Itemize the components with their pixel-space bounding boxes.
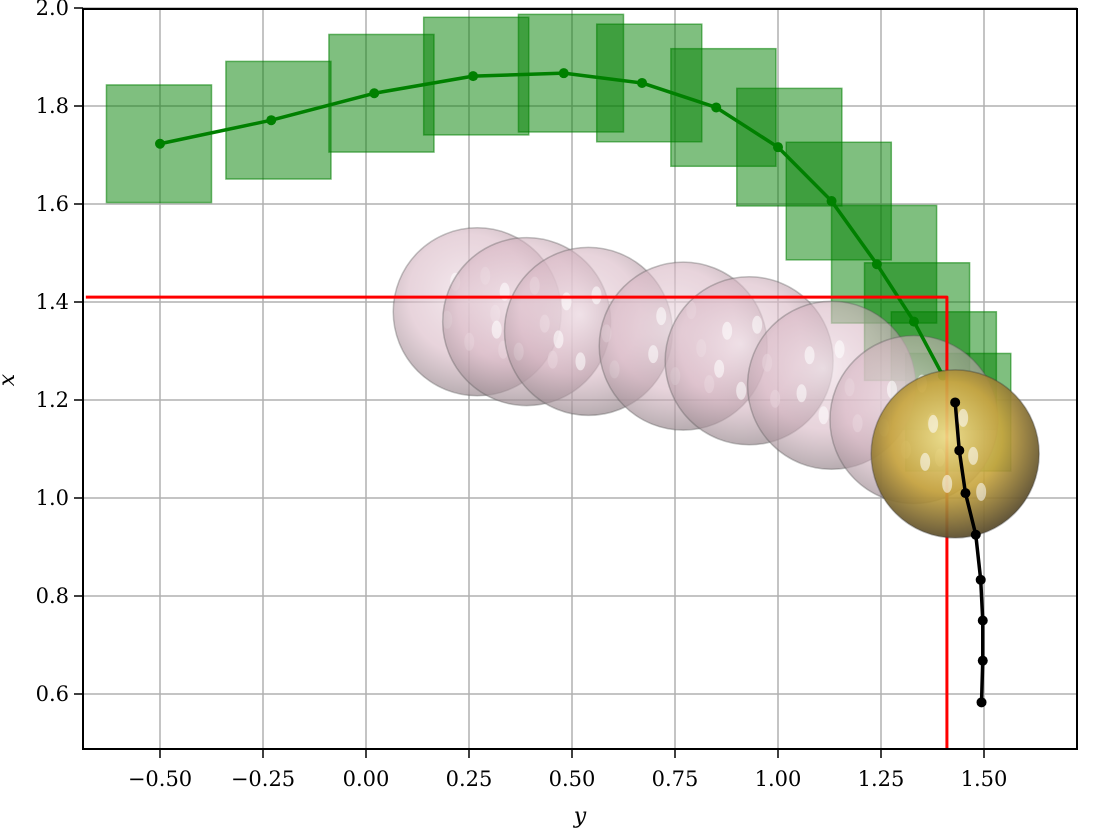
- data-point-marker: [871, 259, 882, 270]
- data-point-marker: [826, 196, 837, 207]
- x-tick-label: 1.00: [755, 767, 802, 791]
- y-tick-label: 0.8: [36, 584, 69, 608]
- data-point-marker: [960, 488, 971, 499]
- data-point-marker: [266, 115, 277, 126]
- uncertainty-box: [225, 60, 332, 180]
- data-point-marker: [155, 138, 165, 149]
- data-point-marker: [976, 697, 987, 708]
- data-point-marker: [950, 397, 961, 408]
- data-point-marker: [558, 68, 569, 79]
- data-point-marker: [637, 77, 648, 88]
- y-tick-label: 0.6: [36, 682, 69, 706]
- x-tick-label: 1.25: [858, 767, 905, 791]
- data-point-marker: [369, 88, 380, 99]
- y-axis-label: x: [0, 373, 20, 386]
- sphere: [870, 369, 1040, 539]
- y-tick-label: 1.6: [36, 192, 69, 216]
- data-point-marker: [908, 316, 919, 327]
- data-point-marker: [711, 102, 722, 113]
- y-tick-label: 1.4: [36, 290, 69, 314]
- x-axis-ticks: −0.50 −0.25 0.00 0.25 0.50 0.75 1.00 1.25 1.50: [128, 749, 1008, 791]
- data-point-marker: [954, 445, 965, 456]
- data-point-marker: [975, 574, 986, 585]
- x-tick-label: 0.50: [549, 767, 596, 791]
- y-tick-label: 2.0: [36, 0, 69, 20]
- x-tick-label: −0.50: [128, 767, 192, 791]
- data-point-marker: [773, 142, 783, 153]
- black-trajectory: [950, 397, 988, 708]
- data-point-marker: [977, 655, 988, 666]
- y-tick-label: 1.8: [36, 94, 69, 118]
- x-tick-label: −0.25: [231, 767, 295, 791]
- data-point-marker: [970, 529, 981, 540]
- x-tick-label: 0.00: [343, 767, 390, 791]
- red-boundary-line: [85, 295, 949, 749]
- x-tick-label: 0.25: [446, 767, 493, 791]
- x-tick-label: 1.50: [961, 767, 1008, 791]
- plot-frame: [82, 8, 1078, 750]
- y-axis-ticks: 0.6 0.8 1.0 1.2 1.4 1.6 1.8 2.0: [36, 0, 83, 706]
- data-point-marker: [468, 71, 479, 82]
- x-axis-label: y: [573, 804, 587, 829]
- gold-sphere: [870, 369, 1040, 539]
- y-tick-label: 1.0: [36, 486, 69, 510]
- x-tick-label: 0.75: [652, 767, 699, 791]
- y-tick-label: 1.2: [36, 388, 69, 412]
- data-point-marker: [977, 615, 988, 626]
